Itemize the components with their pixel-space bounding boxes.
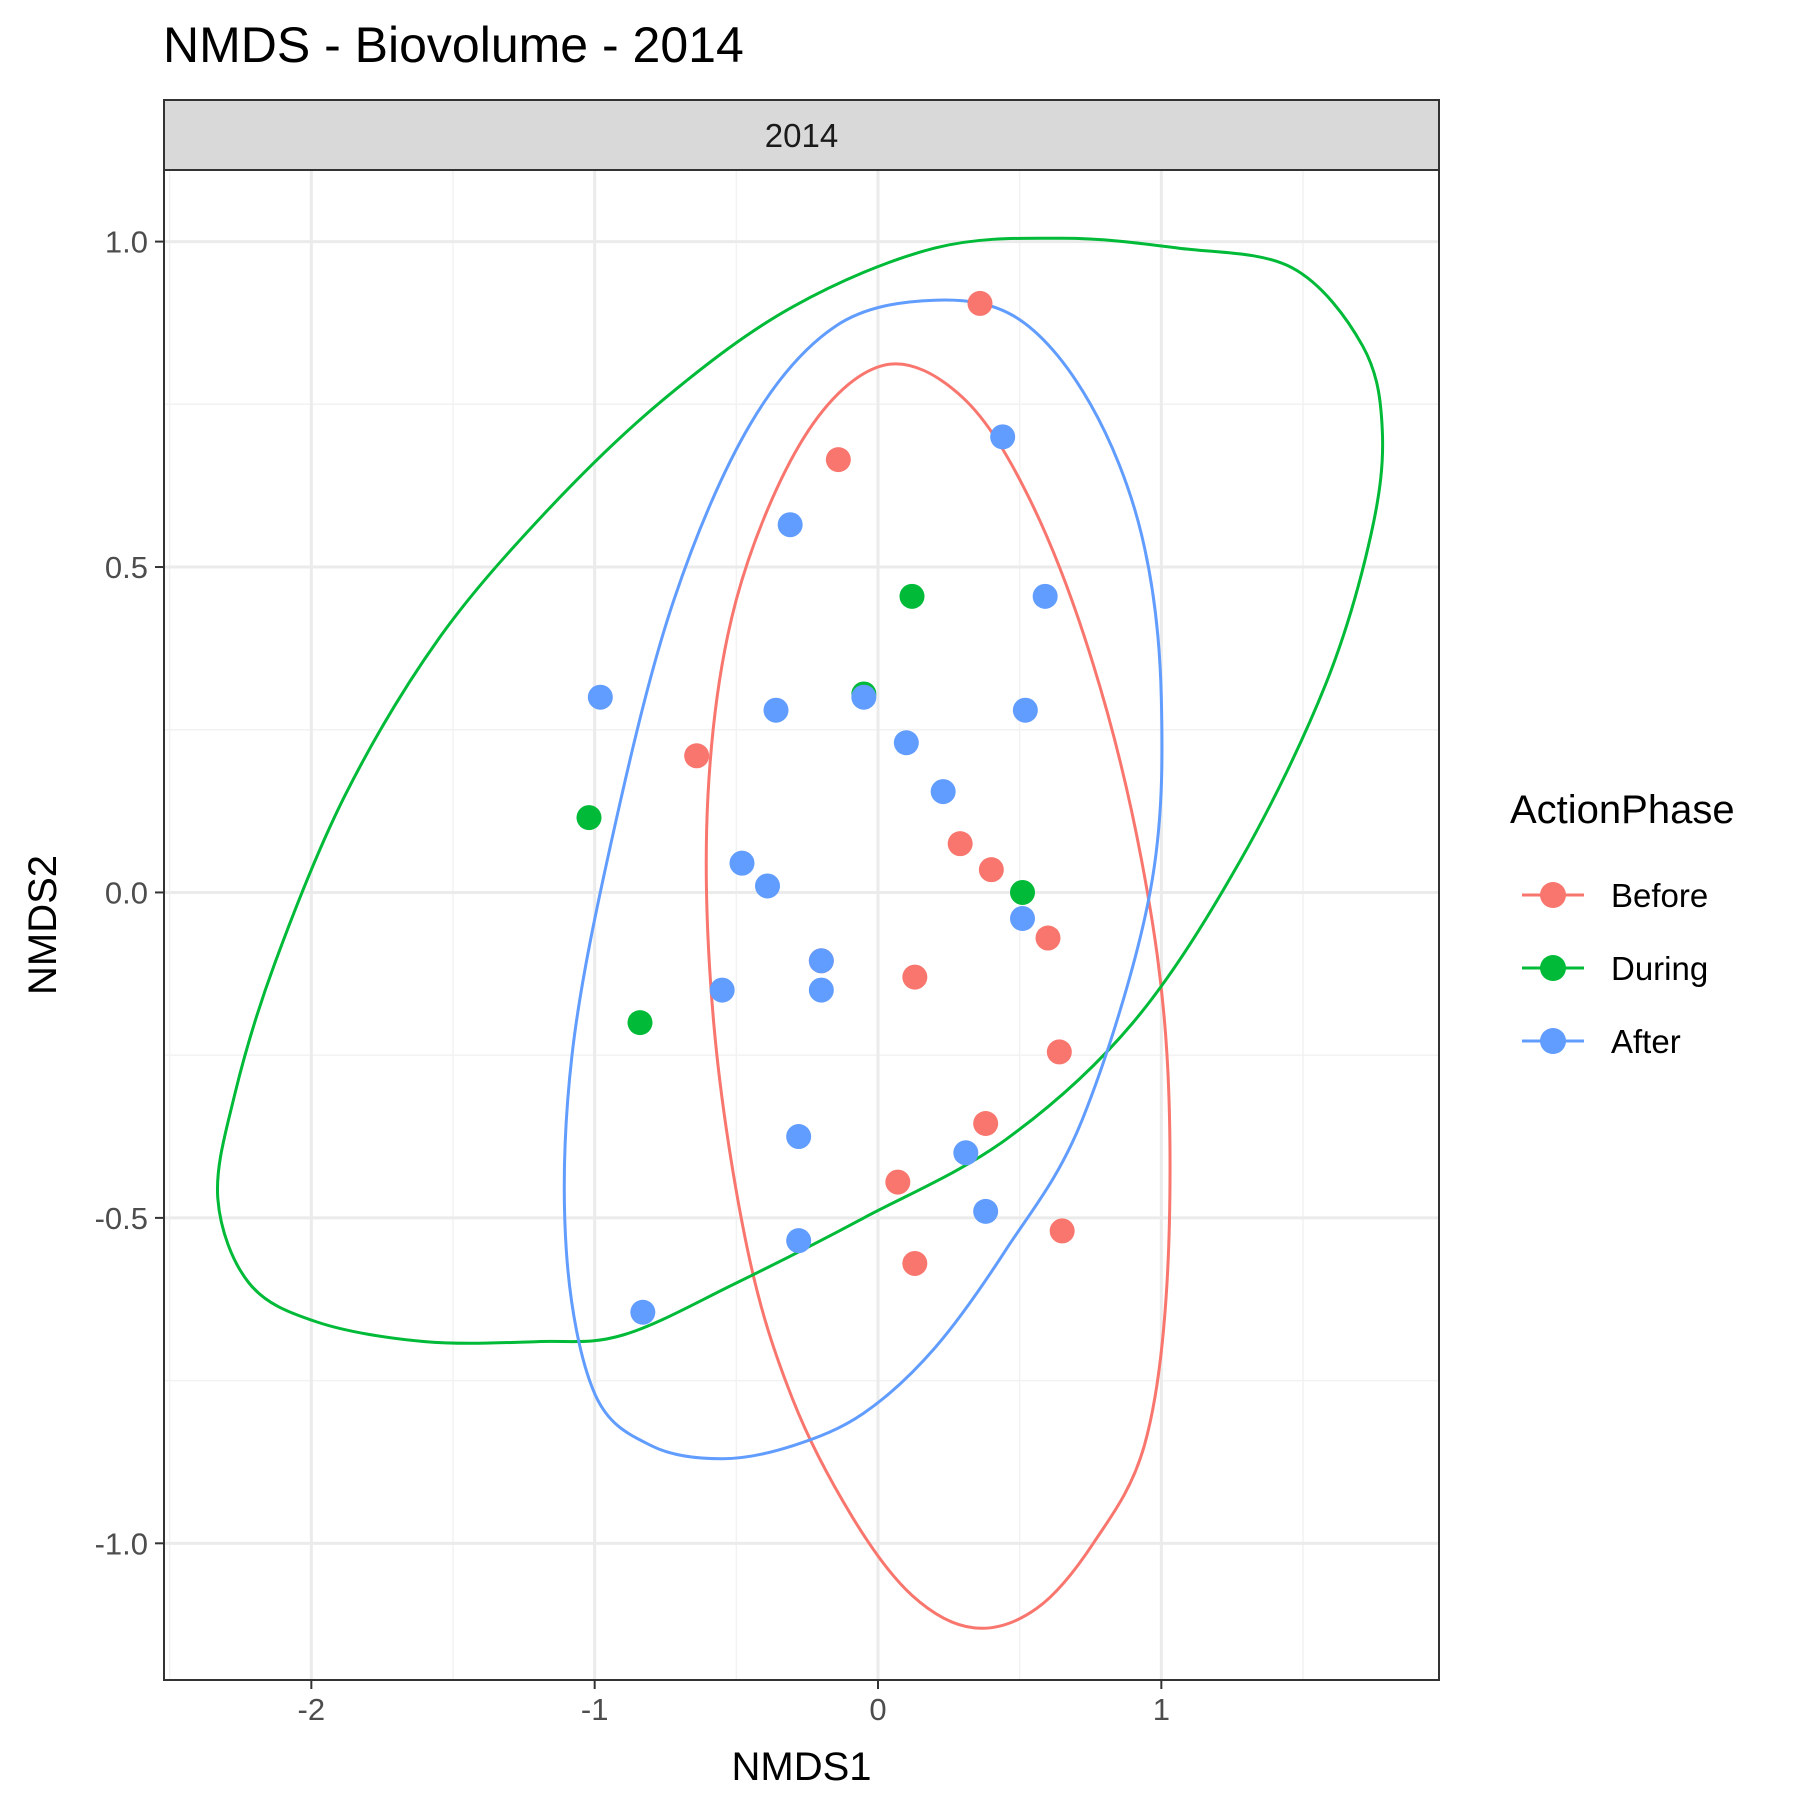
- legend-label-after: After: [1611, 1023, 1681, 1060]
- point-after: [930, 779, 956, 805]
- x-tick-label: 0: [869, 1692, 886, 1727]
- y-tick-label: -1.0: [95, 1526, 148, 1561]
- point-during: [1010, 879, 1035, 905]
- facet-strip-label: 2014: [765, 117, 838, 154]
- point-before: [1035, 925, 1061, 951]
- legend-label-during: During: [1611, 950, 1708, 987]
- point-after: [709, 977, 735, 1003]
- point-after: [1032, 583, 1058, 609]
- point-after: [808, 977, 834, 1003]
- y-axis: -1.0 -0.5 0.0 0.5 1.0: [95, 225, 164, 1561]
- point-after: [763, 697, 789, 723]
- point-after: [786, 1228, 812, 1254]
- point-before: [684, 743, 710, 769]
- point-before: [885, 1169, 911, 1195]
- point-before: [947, 831, 973, 857]
- ellipse-before: [704, 362, 1172, 1630]
- point-before: [1049, 1218, 1075, 1244]
- point-after: [755, 873, 780, 899]
- point-before: [1046, 1039, 1072, 1065]
- y-tick-label: 0.0: [105, 875, 148, 910]
- point-after: [953, 1140, 979, 1166]
- point-after: [808, 948, 834, 974]
- legend-marker-during: [1540, 955, 1566, 981]
- x-tick-label: 1: [1153, 1692, 1170, 1727]
- x-axis-title: NMDS1: [731, 1745, 871, 1789]
- point-after: [893, 730, 919, 756]
- plot-panel-border: [163, 169, 1440, 1681]
- point-after: [851, 684, 877, 710]
- facet-strip: 2014: [163, 99, 1440, 171]
- point-before: [973, 1111, 999, 1137]
- legend-item-before: Before: [1522, 877, 1708, 914]
- point-during: [899, 583, 925, 609]
- point-after: [973, 1198, 999, 1224]
- ellipse-after: [562, 298, 1164, 1461]
- legend-item-during: During: [1522, 950, 1708, 987]
- point-after: [1010, 905, 1035, 931]
- x-tick-label: -2: [298, 1692, 326, 1727]
- point-after: [729, 850, 755, 876]
- y-tick-label: 0.5: [105, 550, 148, 585]
- point-after: [587, 684, 613, 710]
- grid-minor: [164, 170, 1439, 1680]
- y-axis-title: NMDS2: [21, 855, 65, 995]
- point-before: [825, 447, 851, 473]
- point-during: [627, 1010, 653, 1036]
- point-after: [990, 424, 1016, 450]
- plot-panel: [164, 170, 1439, 1680]
- point-before: [967, 290, 993, 316]
- x-tick-label: -1: [581, 1692, 609, 1727]
- point-before: [902, 1250, 928, 1276]
- point-before: [902, 964, 928, 990]
- facet-strip-background: [163, 99, 1440, 171]
- legend-item-after: After: [1522, 1023, 1681, 1060]
- point-after: [630, 1299, 656, 1325]
- legend: ActionPhase Before During After: [1510, 788, 1735, 1060]
- legend-title: ActionPhase: [1510, 788, 1735, 832]
- legend-marker-before: [1540, 882, 1566, 908]
- legend-marker-after: [1540, 1028, 1566, 1054]
- point-before: [978, 857, 1004, 883]
- y-tick-label: 1.0: [105, 225, 148, 260]
- chart-title: NMDS - Biovolume - 2014: [163, 17, 744, 73]
- confidence-ellipses: [215, 236, 1385, 1630]
- point-after: [786, 1124, 812, 1150]
- legend-label-before: Before: [1611, 877, 1708, 914]
- y-tick-label: -0.5: [95, 1201, 148, 1236]
- point-after: [777, 512, 803, 538]
- ellipse-during: [215, 236, 1385, 1345]
- point-after: [1012, 697, 1038, 723]
- point-during: [576, 805, 602, 831]
- x-axis: -2 -1 0 1: [298, 1680, 1170, 1727]
- data-points: [576, 290, 1075, 1325]
